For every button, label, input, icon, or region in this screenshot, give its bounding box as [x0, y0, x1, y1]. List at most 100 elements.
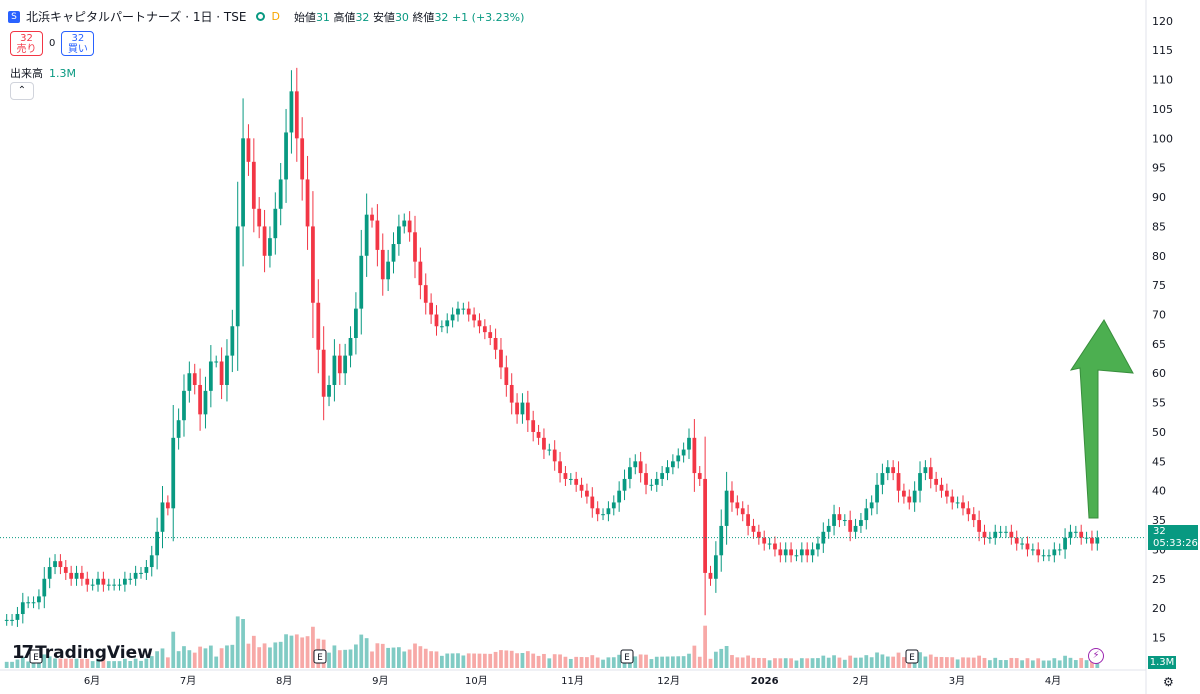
candle-body: [939, 484, 944, 491]
candle-body: [1057, 549, 1062, 551]
candle-body: [794, 555, 799, 557]
up-arrow-annotation[interactable]: [1069, 319, 1134, 519]
candle-body: [225, 355, 229, 385]
candle-body: [327, 384, 331, 397]
volume-bar: [611, 657, 616, 668]
candle-body: [482, 326, 487, 333]
y-tick-label: 35: [1152, 514, 1166, 527]
volume-bar: [20, 657, 25, 668]
settings-icon[interactable]: ⚙: [1163, 675, 1174, 689]
candlesticks: [4, 67, 1100, 627]
volume-bar: [278, 641, 283, 668]
volume-bar: [300, 637, 305, 668]
candle-body: [289, 91, 294, 133]
tradingview-logo[interactable]: 17 TradingView: [12, 642, 153, 663]
earnings-marker-label: E: [33, 653, 39, 663]
earnings-marker-label: E: [909, 653, 915, 663]
volume-bar: [789, 658, 793, 668]
collapse-legend-button[interactable]: ⌃: [10, 82, 34, 100]
candle-body: [563, 473, 568, 479]
earnings-marker-box[interactable]: [620, 649, 634, 664]
volume-bar: [337, 650, 342, 668]
candle-body: [918, 473, 922, 491]
candle-body: [278, 179, 283, 209]
volume-bar: [225, 645, 229, 668]
earnings-marker-box[interactable]: [313, 649, 327, 664]
candle-body: [525, 402, 530, 421]
current-price-tag: 32 05:33:26: [1148, 525, 1198, 550]
volume-bar: [407, 649, 412, 668]
candle-body: [595, 508, 600, 515]
candle-body: [160, 502, 165, 532]
candle-body: [923, 467, 928, 474]
candle-body: [805, 549, 810, 556]
candle-body: [402, 220, 407, 227]
candle-body: [778, 549, 783, 556]
volume-legend[interactable]: 出来高 1.3M: [10, 65, 76, 81]
candle-body: [842, 520, 847, 522]
symbol-title[interactable]: 北浜キャピタルパートナーズ · 1日 · TSE: [26, 10, 247, 24]
volume-bar: [520, 653, 525, 668]
candle-body: [176, 420, 181, 438]
volume-bar: [133, 658, 138, 668]
candle-body: [998, 531, 1003, 533]
candle-body: [558, 461, 562, 474]
volume-bar: [794, 660, 799, 668]
candle-body: [735, 502, 740, 509]
candle-body: [665, 467, 670, 474]
volume-bar: [4, 661, 9, 668]
volume-bar: [262, 643, 267, 668]
volume-bar: [740, 657, 745, 668]
candle-body: [756, 531, 761, 538]
volume-bar: [289, 635, 294, 668]
volume-bar: [875, 652, 879, 668]
candle-body: [155, 531, 159, 556]
candle-body: [418, 261, 423, 286]
candle-body: [31, 602, 36, 604]
high-label: 高値: [333, 10, 356, 24]
volume-bar: [816, 658, 820, 668]
candle-body: [950, 496, 955, 503]
candle-body: [719, 525, 724, 556]
earnings-marker-box[interactable]: [905, 649, 919, 664]
volume-bar: [69, 658, 74, 668]
sell-price: 32: [20, 33, 33, 44]
open-value: 31: [315, 10, 330, 24]
candle-body: [617, 490, 622, 503]
y-tick-label: 25: [1152, 573, 1166, 586]
candle-body: [504, 367, 509, 385]
bolt-icon[interactable]: ⚡: [1088, 648, 1104, 664]
volume-bar: [945, 657, 949, 668]
candle-body: [101, 578, 106, 585]
candle-body: [434, 314, 439, 327]
candle-body: [251, 161, 256, 209]
volume-bar: [896, 652, 901, 668]
price-tag-value: 32: [1153, 526, 1166, 537]
volume-bar: [230, 644, 235, 668]
candle-body: [767, 543, 772, 545]
volume-bar: [123, 658, 127, 668]
buy-button[interactable]: 32 買い: [61, 31, 95, 56]
candle-body: [520, 402, 525, 415]
volume-bar: [601, 659, 605, 668]
candle-body: [773, 543, 777, 550]
candle-body: [219, 361, 224, 385]
volume-bar: [558, 654, 562, 668]
volume-bar: [74, 658, 79, 668]
volume-bar: [214, 656, 219, 668]
candle-body: [321, 349, 326, 397]
candle-body: [423, 285, 428, 303]
candle-body: [337, 355, 342, 374]
volume-bar: [364, 638, 369, 668]
volume-bar: [1084, 660, 1089, 668]
candle-body: [1014, 537, 1019, 544]
volume-bar: [961, 657, 965, 668]
sell-button[interactable]: 32 売り: [10, 31, 43, 56]
earnings-marker-box[interactable]: [29, 649, 43, 664]
candle-body: [375, 220, 380, 250]
candle-body: [284, 132, 288, 180]
candle-body: [708, 572, 713, 579]
buy-label: 買い: [67, 44, 88, 55]
volume-bar: [751, 657, 756, 668]
